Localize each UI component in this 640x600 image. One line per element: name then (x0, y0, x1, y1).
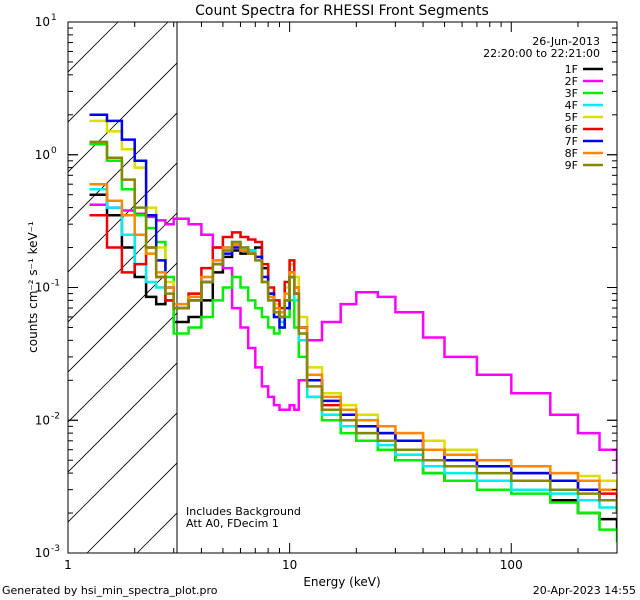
axis-ticks (67, 21, 618, 554)
chart-title: Count Spectra for RHESSI Front Segments (195, 3, 489, 19)
timestamp-label: 20-Apr-2023 14:55 (533, 584, 636, 597)
legend-label-4f: 4F (565, 99, 578, 112)
series-line-6f (89, 214, 617, 501)
y-tick-label: 10 (35, 413, 50, 427)
hatch-line (86, 462, 177, 553)
series-lines (89, 113, 617, 543)
y-tick-exponent: 0 (51, 146, 57, 156)
series-line-3f (89, 142, 617, 543)
hatch-line (68, 212, 177, 323)
y-tick-label: 10 (35, 148, 50, 162)
time-range-label: 22:20:00 to 22:21:00 (483, 47, 600, 60)
legend-label-3f: 3F (565, 87, 578, 100)
y-tick-exponent: -1 (51, 279, 60, 289)
y-tick-exponent: -3 (51, 544, 60, 554)
legend-label-9f: 9F (565, 159, 578, 172)
y-axis-label: counts cm⁻² s⁻¹ keV⁻¹ (26, 221, 40, 353)
y-tick-label: 10 (35, 15, 50, 29)
legend-label-1f: 1F (565, 63, 578, 76)
series-line-4f (89, 187, 617, 513)
excluded-region (68, 22, 177, 553)
legend-label-8f: 8F (565, 147, 578, 160)
x-tick-label: 100 (500, 558, 523, 572)
date-label: 26-Jun-2013 (532, 35, 600, 48)
annotation-attenuator: Att A0, FDecim 1 (186, 517, 279, 530)
x-tick-labels: 1 10 100 (64, 558, 523, 572)
hatch-line (68, 362, 177, 473)
x-axis-label: Energy (keV) (303, 575, 380, 589)
annotation-background: Includes Background (186, 505, 301, 518)
y-tick-label: 10 (35, 546, 50, 560)
series-line-1f (89, 193, 617, 530)
generated-by-label: Generated by hsi_min_spectra_plot.pro (2, 584, 218, 597)
legend-label-7f: 7F (565, 135, 578, 148)
legend-label-2f: 2F (565, 75, 578, 88)
x-tick-label: 1 (64, 558, 72, 572)
legend-label-5f: 5F (565, 111, 578, 124)
series-line-2f (89, 203, 617, 474)
y-tick-exponent: -2 (51, 411, 60, 421)
hatch-line (68, 262, 177, 373)
legend-label-6f: 6F (565, 123, 578, 136)
x-tick-label: 10 (282, 558, 297, 572)
y-tick-label: 10 (35, 281, 50, 295)
hatch-line (68, 62, 177, 173)
hatch-line (68, 22, 169, 123)
hatch-line (68, 412, 177, 523)
series-line-8f (89, 182, 617, 494)
series-line-9f (89, 140, 617, 513)
series-line-7f (89, 113, 617, 513)
y-tick-exponent: 1 (51, 13, 57, 23)
